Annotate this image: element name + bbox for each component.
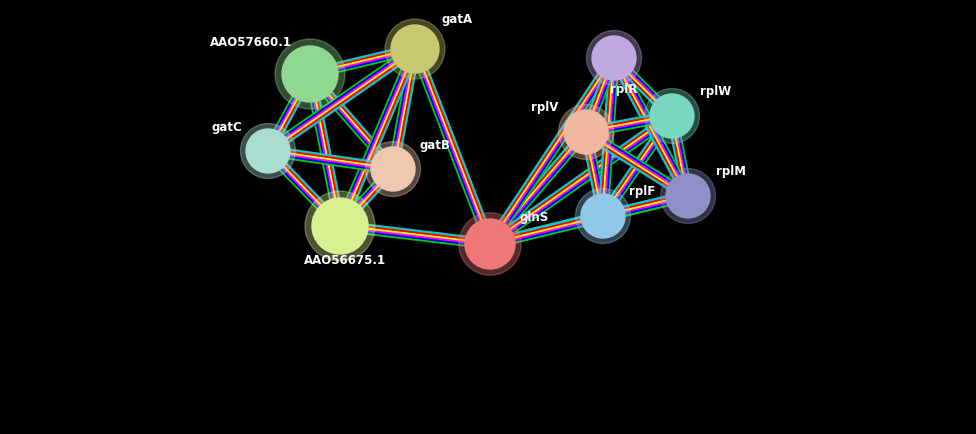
Text: AAO57660.1: AAO57660.1 xyxy=(210,36,292,49)
Circle shape xyxy=(576,188,630,243)
Circle shape xyxy=(275,39,345,109)
Text: rplF: rplF xyxy=(629,185,655,198)
Text: AAO56675.1: AAO56675.1 xyxy=(304,253,386,266)
Circle shape xyxy=(391,25,439,73)
Text: rplM: rplM xyxy=(716,165,746,178)
Circle shape xyxy=(371,147,415,191)
Circle shape xyxy=(581,194,625,238)
Circle shape xyxy=(246,129,290,173)
Circle shape xyxy=(240,124,296,178)
Text: rplR: rplR xyxy=(610,83,637,96)
Text: rplW: rplW xyxy=(700,85,731,99)
Circle shape xyxy=(282,46,338,102)
Circle shape xyxy=(558,105,614,160)
Circle shape xyxy=(587,30,641,85)
Circle shape xyxy=(650,94,694,138)
Circle shape xyxy=(661,168,715,224)
Text: gatB: gatB xyxy=(419,138,450,151)
Circle shape xyxy=(459,213,521,275)
Circle shape xyxy=(465,219,515,269)
Circle shape xyxy=(305,191,375,261)
Circle shape xyxy=(644,89,700,144)
Circle shape xyxy=(312,198,368,254)
Circle shape xyxy=(666,174,710,218)
Text: gatA: gatA xyxy=(441,13,472,26)
Circle shape xyxy=(564,110,608,154)
Text: glnS: glnS xyxy=(520,211,549,224)
Circle shape xyxy=(365,141,421,197)
Text: gatC: gatC xyxy=(211,121,242,134)
Circle shape xyxy=(592,36,636,80)
Circle shape xyxy=(385,19,445,79)
Text: rplV: rplV xyxy=(531,102,558,115)
